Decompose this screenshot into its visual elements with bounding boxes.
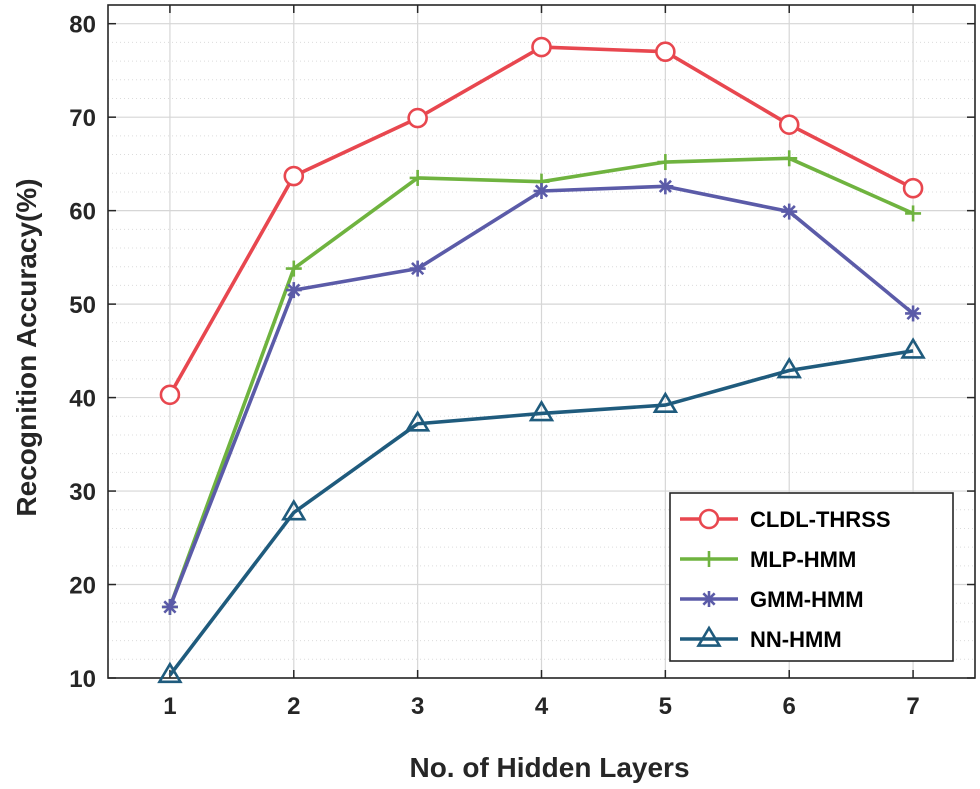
legend-box [669, 492, 954, 662]
x-tick-label: 3 [411, 693, 424, 720]
data-point-cldl-thrss [283, 165, 305, 187]
data-point-mlp-hmm [285, 260, 302, 277]
data-point-cldl-thrss [778, 114, 800, 135]
legend-marker-nn-hmm [696, 625, 722, 647]
x-tick-label: 4 [535, 693, 549, 720]
legend-item-gmm-hmm: GMM-HMM [680, 587, 864, 612]
x-tick-label: 2 [287, 693, 300, 720]
data-point-gmm-hmm [409, 260, 426, 277]
y-tick-label: 20 [69, 573, 96, 600]
marker-stroke [702, 592, 716, 606]
legend-label-mlp-hmm: MLP-HMM [750, 547, 856, 572]
marker-stroke [658, 179, 672, 193]
y-tick-label: 80 [69, 12, 96, 39]
x-tick-label: 7 [906, 693, 919, 720]
data-point-mlp-hmm [781, 150, 798, 167]
x-axis-title: No. of Hidden Layers [409, 752, 689, 783]
series-mlp-hmm [161, 150, 922, 615]
series-group [157, 36, 926, 684]
marker-stroke [782, 204, 796, 219]
y-tick-label: 70 [69, 105, 96, 132]
axes: 10 20 30 40 50 60 70 80 1 2 3 4 5 6 7 No. of Hidden Lay… [11, 4, 976, 783]
y-tick-label: 50 [69, 292, 96, 319]
data-point-nn-hmm [157, 661, 183, 684]
legend-item-mlp-hmm: MLP-HMM [680, 547, 856, 572]
data-point-nn-hmm [900, 337, 926, 359]
data-point-mlp-hmm [905, 205, 922, 222]
data-point-nn-hmm [776, 356, 802, 379]
data-point-nn-hmm [281, 499, 307, 521]
data-point-gmm-hmm [533, 183, 550, 200]
data-point-cldl-thrss [655, 41, 676, 63]
data-point-cldl-thrss [407, 107, 428, 129]
data-point-gmm-hmm [781, 203, 798, 220]
data-point-gmm-hmm [285, 282, 302, 299]
data-point-gmm-hmm [161, 598, 178, 615]
marker-stroke [906, 306, 920, 321]
legend-item-cldl-thrss: CLDL-THRSS [680, 507, 891, 532]
series-nn-hmm [157, 337, 926, 684]
data-point-cldl-thrss [902, 177, 924, 199]
data-point-cldl-thrss [159, 384, 181, 406]
legend-label-cldl-thrss: CLDL-THRSS [750, 507, 891, 532]
y-tick-label: 60 [69, 199, 96, 226]
data-point-gmm-hmm [657, 178, 674, 195]
legend-marker-mlp-hmm [701, 551, 717, 567]
legend-label-gmm-hmm: GMM-HMM [750, 587, 864, 612]
y-axis-title: Recognition Accuracy(%) [11, 178, 42, 516]
data-point-nn-hmm [528, 399, 555, 422]
x-tick-label: 5 [659, 693, 672, 720]
legend-marker-gmm-hmm [701, 591, 717, 607]
data-point-nn-hmm [404, 410, 431, 432]
y-tick-label: 30 [69, 479, 96, 506]
legend: CLDL-THRSS MLP-HMM GMM-HMM NN-HMM [669, 492, 954, 662]
series-cldl-thrss [159, 36, 924, 406]
x-tick-label: 1 [163, 693, 176, 720]
data-point-nn-hmm [652, 391, 679, 413]
marker-stroke [287, 283, 301, 297]
series-gmm-hmm [161, 178, 922, 615]
y-tick-label: 10 [69, 666, 96, 693]
data-point-mlp-hmm [657, 154, 674, 171]
y-tick-label: 40 [69, 386, 96, 413]
legend-marker-cldl-thrss [698, 508, 720, 530]
marker-stroke [534, 184, 549, 198]
x-tick-label: 6 [783, 693, 796, 720]
marker-stroke [411, 262, 425, 276]
series-line-nn-hmm [168, 349, 914, 677]
legend-label-nn-hmm: NN-HMM [750, 627, 842, 652]
marker-stroke [163, 600, 177, 614]
legend-item-nn-hmm: NN-HMM [680, 625, 842, 652]
data-point-mlp-hmm [409, 169, 426, 186]
data-point-gmm-hmm [905, 305, 922, 322]
data-point-cldl-thrss [531, 36, 552, 58]
